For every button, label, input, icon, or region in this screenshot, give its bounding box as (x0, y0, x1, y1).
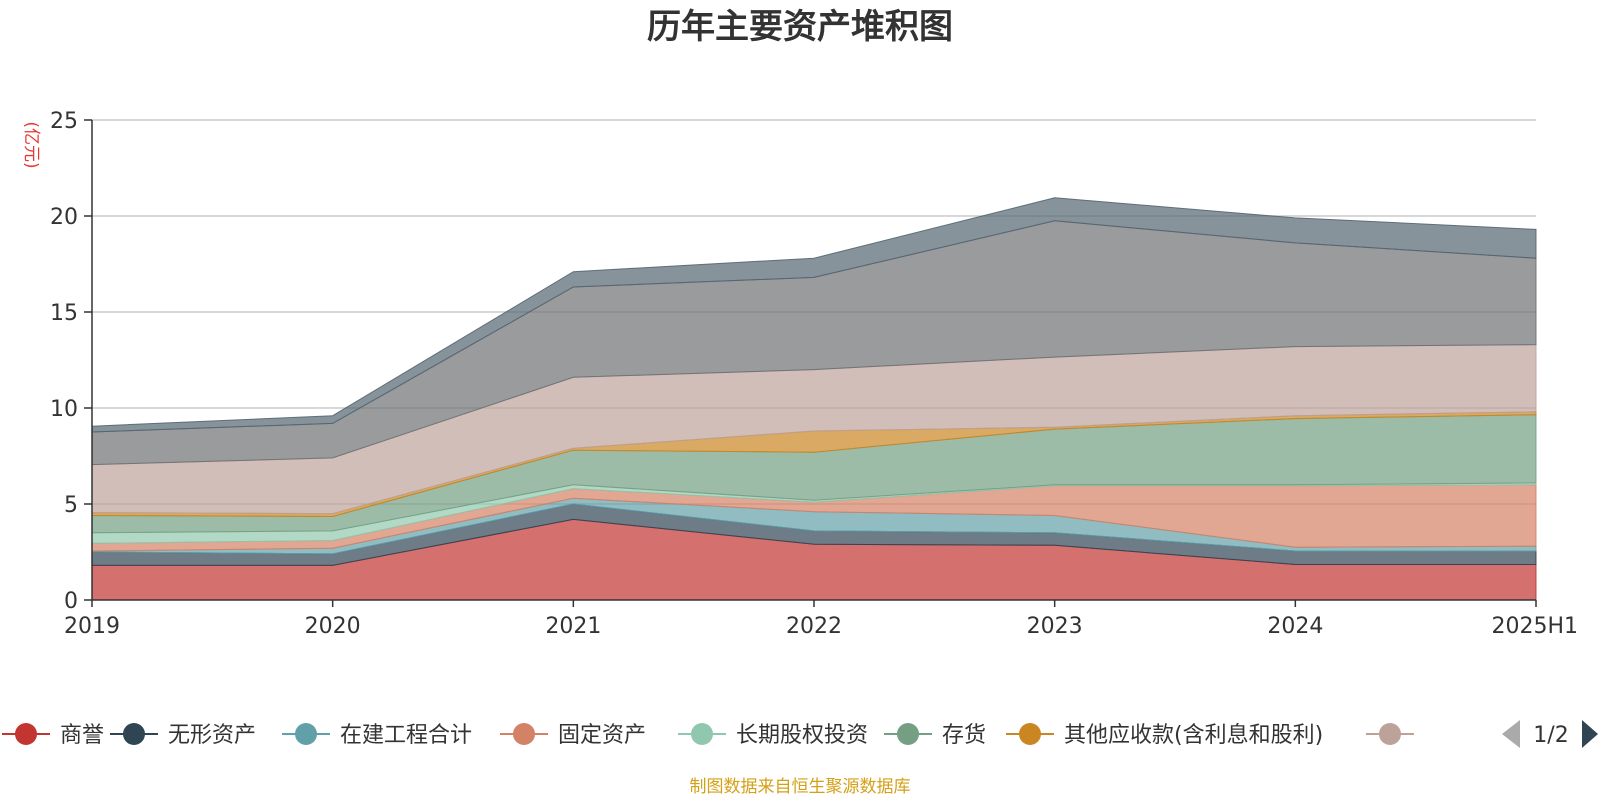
y-axis-unit: (亿元) (21, 121, 41, 168)
data-source: 制图数据来自恒生聚源数据库 (690, 777, 911, 797)
legend-page-indicator: 1/2 (1533, 723, 1568, 748)
x-tick-label: 2025H1 (1491, 614, 1578, 639)
x-tick-label: 2022 (786, 614, 842, 639)
legend-label: 长期股权投资 (736, 723, 868, 748)
area-series-9[interactable] (91, 197, 1537, 433)
x-tick-label: 2020 (305, 614, 361, 639)
legend-circle-marker (897, 723, 919, 745)
legend-circle-marker (295, 723, 317, 745)
legend-circle-marker (513, 723, 535, 745)
y-tick-label: 20 (50, 205, 78, 230)
legend[interactable]: 商誉 无形资产 在建工程合计 固定资产 长期股权投资 存货 其他应收款(含利息和股利) 1/2 (2, 720, 1598, 748)
y-tick-label: 15 (50, 301, 78, 326)
legend-item-3[interactable]: 固定资产 (500, 723, 646, 748)
legend-label: 在建工程合计 (340, 723, 472, 748)
legend-item-0[interactable]: 商誉 (2, 723, 104, 748)
legend-item-1[interactable]: 无形资产 (110, 723, 256, 748)
legend-circle-marker (1379, 723, 1401, 745)
x-tick-label: 2021 (545, 614, 601, 639)
legend-item-6[interactable]: 其他应收款(含利息和股利) (1006, 723, 1323, 748)
legend-label: 存货 (942, 723, 986, 748)
legend-label: 商誉 (60, 723, 104, 748)
legend-item-4[interactable]: 长期股权投资 (678, 723, 868, 748)
x-tick-label: 2019 (64, 614, 120, 639)
legend-item-2[interactable]: 在建工程合计 (282, 723, 472, 748)
legend-item-7[interactable] (1366, 723, 1414, 745)
x-tick-label: 2024 (1267, 614, 1323, 639)
legend-label: 固定资产 (558, 723, 646, 748)
axes: 0 5 10 15 20 25 2019 2020 2021 2022 2023 2024 2025H1 (50, 109, 1578, 639)
chart-title: 历年主要资产堆积图 (647, 7, 953, 47)
stacked-areas (91, 197, 1537, 601)
legend-label: 其他应收款(含利息和股利) (1064, 723, 1323, 748)
y-tick-label: 10 (50, 397, 78, 422)
legend-item-5[interactable]: 存货 (884, 723, 986, 748)
legend-circle-marker (691, 723, 713, 745)
legend-prev-page-icon[interactable] (1502, 720, 1520, 748)
legend-circle-marker (1019, 723, 1041, 745)
legend-circle-marker (15, 723, 37, 745)
legend-label: 无形资产 (168, 723, 256, 748)
y-tick-label: 25 (50, 109, 78, 134)
legend-circle-marker (123, 723, 145, 745)
y-tick-label: 5 (64, 493, 78, 518)
y-tick-label: 0 (64, 589, 78, 614)
legend-next-page-icon[interactable] (1582, 720, 1598, 748)
x-tick-label: 2023 (1027, 614, 1083, 639)
